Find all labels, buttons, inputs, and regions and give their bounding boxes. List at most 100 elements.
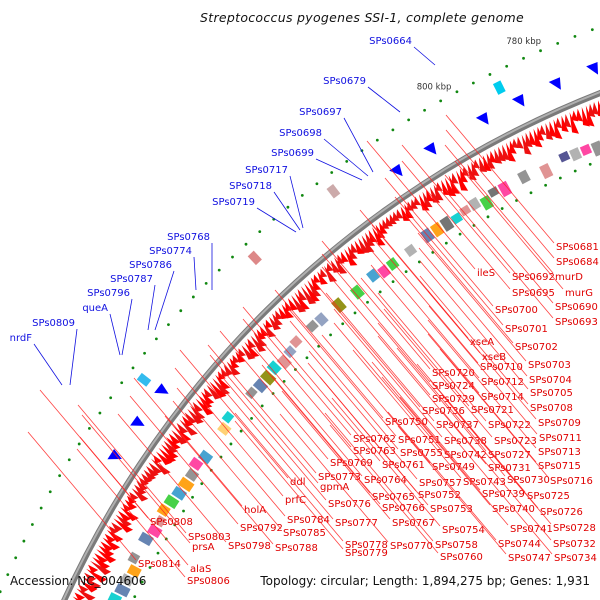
reverse-gene-track xyxy=(107,61,599,460)
cog-feature-block xyxy=(366,268,381,283)
forward-gene-arrow xyxy=(489,150,497,163)
forward-gene-arrow xyxy=(429,186,441,203)
cog-feature-block xyxy=(184,467,200,482)
forward-label-leader xyxy=(271,332,381,462)
forward-gene-arrow xyxy=(241,345,256,360)
tick-dot xyxy=(391,128,395,132)
forward-gene-label: SPs0716 xyxy=(550,476,593,487)
forward-gene-arrow xyxy=(235,351,246,363)
forward-gene-arrow xyxy=(268,316,282,331)
forward-gene-arrow xyxy=(502,144,511,161)
tick-dot xyxy=(522,56,525,60)
cog-feature-block xyxy=(154,515,167,528)
forward-gene-arrow xyxy=(275,310,284,320)
forward-gene-arrow xyxy=(304,283,320,302)
forward-gene-arrow xyxy=(76,588,96,600)
forward-label-leader xyxy=(377,292,487,422)
cog-feature-block xyxy=(331,297,347,314)
tick-dot xyxy=(404,270,408,274)
reverse-gene-label: SPs0787 xyxy=(110,274,153,285)
tick-dot xyxy=(77,442,81,446)
forward-gene-arrow xyxy=(215,374,231,390)
forward-gene-label: SPs0742 xyxy=(444,450,487,461)
cog-feature-block xyxy=(107,592,123,600)
forward-gene-arrow xyxy=(98,545,115,558)
forward-gene-label: SPs0712 xyxy=(481,377,524,388)
forward-gene-arrow xyxy=(529,130,537,146)
forward-gene-label: SPs0728 xyxy=(553,523,596,534)
forward-gene-label: SPs0723 xyxy=(494,436,537,447)
forward-label-leader xyxy=(321,253,431,383)
reverse-gene-arrow xyxy=(130,415,145,426)
forward-gene-arrow xyxy=(198,395,213,409)
forward-gene-arrow xyxy=(278,307,289,320)
forward-label-leader xyxy=(377,335,487,465)
tick-dot xyxy=(156,551,160,555)
reverse-label-leader xyxy=(289,175,304,229)
tick-dot xyxy=(558,176,562,180)
forward-gene-arrow xyxy=(86,568,108,583)
reverse-gene-arrow xyxy=(423,142,437,155)
forward-gene-label: SPs0760 xyxy=(440,552,483,563)
forward-gene-label: SPs0751 xyxy=(398,435,441,446)
forward-gene-label: SPs0732 xyxy=(553,539,596,550)
reverse-gene-label: SPs0796 xyxy=(87,288,130,299)
forward-label-leader xyxy=(419,260,529,390)
forward-gene-label: SPs0814 xyxy=(138,559,181,570)
reverse-gene-label: SPs0679 xyxy=(323,76,366,87)
reverse-label-leader xyxy=(273,191,301,231)
forward-gene-label: prsA xyxy=(192,542,215,553)
forward-gene-arrow xyxy=(537,126,545,141)
forward-gene-arrow xyxy=(521,134,532,155)
forward-gene-label: SPs0724 xyxy=(432,381,475,392)
cog-feature-block xyxy=(497,180,513,198)
cog-feature-block xyxy=(245,386,258,400)
tick-dot xyxy=(391,280,395,284)
cog-feature-block xyxy=(259,369,277,386)
forward-gene-label: gpmA xyxy=(320,482,349,493)
forward-label-leader xyxy=(445,114,555,244)
tick-dot xyxy=(329,333,332,337)
forward-gene-label: SPs0776 xyxy=(328,499,371,510)
cog-feature-block xyxy=(247,250,262,266)
tick-dot xyxy=(179,309,183,313)
forward-gene-label: SPs0738 xyxy=(444,436,487,447)
reverse-label-leader xyxy=(413,46,436,66)
tick-dot xyxy=(39,506,43,510)
forward-gene-arrow xyxy=(96,549,117,564)
forward-gene-label: SPs0788 xyxy=(275,543,318,554)
tick-dot xyxy=(345,160,349,163)
tick-dot xyxy=(544,183,548,187)
forward-gene-arrow xyxy=(106,529,124,543)
forward-gene-label: SPs0752 xyxy=(418,490,461,501)
forward-label-leader xyxy=(174,367,284,497)
forward-label-leader xyxy=(133,377,243,507)
tick-dot xyxy=(120,381,124,385)
forward-gene-arrow xyxy=(564,113,572,128)
forward-gene-arrow xyxy=(525,132,533,148)
forward-gene-label: SPs0764 xyxy=(364,475,407,486)
cog-feature-block xyxy=(439,215,455,232)
forward-gene-label: SPs0690 xyxy=(555,302,598,313)
forward-label-leader xyxy=(179,349,289,479)
forward-gene-arrow xyxy=(115,514,132,528)
tick-dot xyxy=(353,311,357,315)
forward-gene-arrow xyxy=(166,437,181,450)
forward-gene-label: SPs0725 xyxy=(527,491,570,502)
forward-gene-arrow xyxy=(131,488,149,502)
forward-gene-arrow xyxy=(148,462,163,475)
reverse-gene-label: SPs0664 xyxy=(369,36,412,47)
forward-gene-arrow xyxy=(232,354,241,364)
tick-dot xyxy=(260,404,264,408)
forward-gene-arrow xyxy=(372,227,386,246)
cog-feature-block xyxy=(266,360,282,376)
forward-label-leader xyxy=(324,412,434,542)
forward-label-leader xyxy=(331,397,441,527)
tick-dot xyxy=(444,241,448,245)
tick-dot xyxy=(407,118,411,122)
forward-gene-label: xseA xyxy=(470,337,494,348)
forward-gene-label: ileS xyxy=(477,268,495,279)
forward-gene-arrow xyxy=(351,243,359,253)
forward-gene-arrow xyxy=(90,560,112,576)
backbone-highlight xyxy=(62,91,600,600)
